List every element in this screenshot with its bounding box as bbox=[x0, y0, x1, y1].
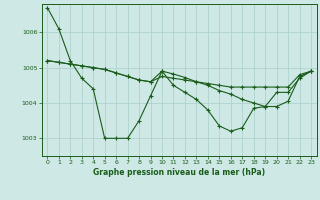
X-axis label: Graphe pression niveau de la mer (hPa): Graphe pression niveau de la mer (hPa) bbox=[93, 168, 265, 177]
